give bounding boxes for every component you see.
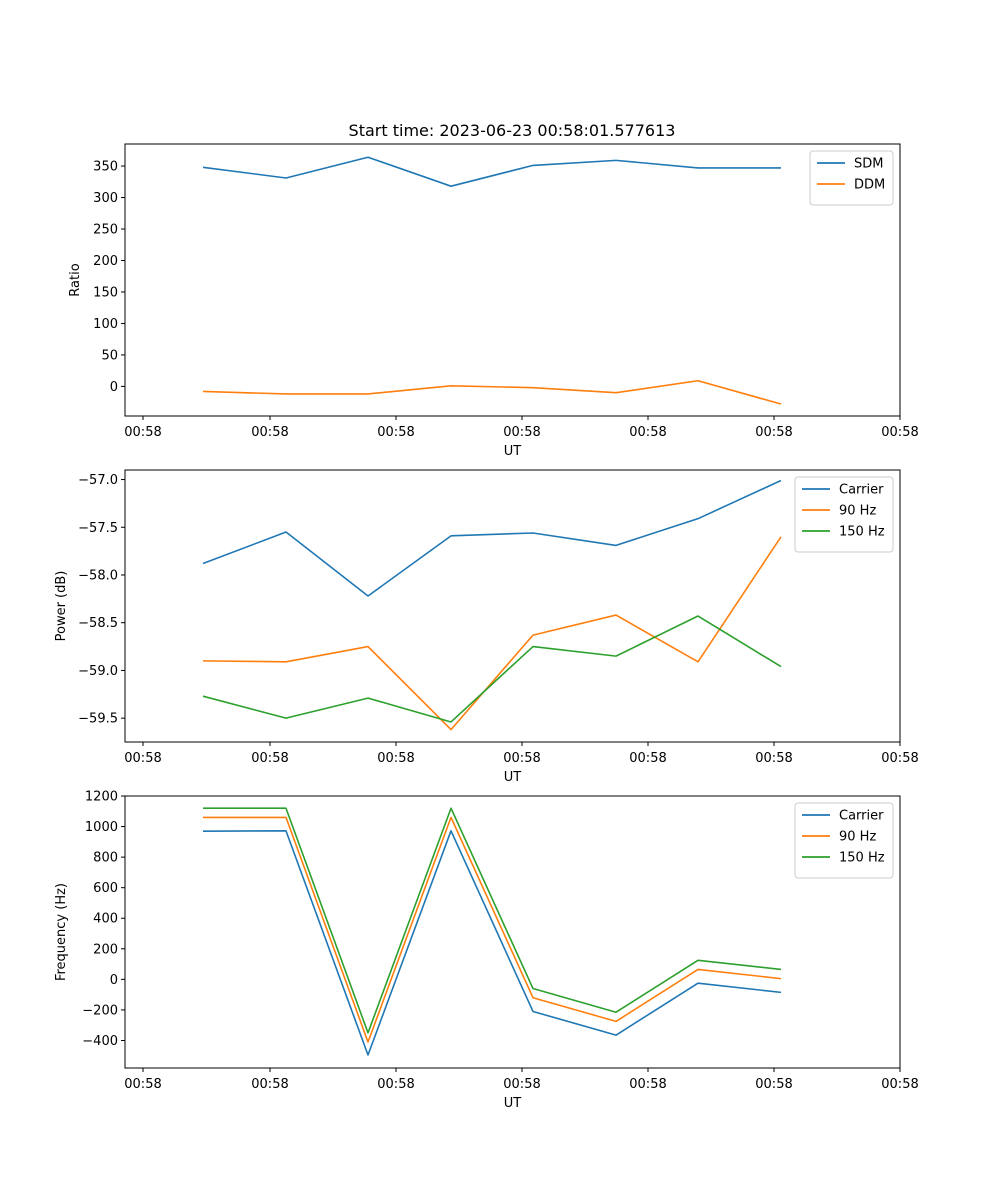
x-tick-label: 00:58 bbox=[251, 1077, 288, 1092]
series-line-150-hz bbox=[202, 615, 782, 723]
series-line-ddm bbox=[202, 379, 782, 405]
y-axis-label: Ratio bbox=[68, 263, 83, 296]
legend-label: 150 Hz bbox=[839, 525, 885, 540]
x-tick-label: 00:58 bbox=[503, 751, 540, 766]
legend: Carrier 90 Hz 150 Hz bbox=[794, 476, 894, 553]
axes-frame bbox=[124, 795, 901, 1069]
x-tick-label: 00:58 bbox=[124, 751, 161, 766]
x-axis-label: UT bbox=[504, 770, 522, 785]
x-tick-label: 00:58 bbox=[629, 751, 666, 766]
x-axis-label: UT bbox=[504, 444, 522, 459]
subplot-3: −400 −200 0 200 400 600 800 1000 1200 00:58 00:58 0… bbox=[54, 790, 919, 1112]
y-tick-label: 0 bbox=[110, 973, 118, 988]
subplots: 0 50 100 150 200 250 300 350 00:58 00:58 00:58 00:5… bbox=[54, 143, 919, 1112]
y-tick-label: −57.0 bbox=[78, 473, 118, 488]
figure-title: Start time: 2023-06-23 00:58:01.577613 bbox=[349, 121, 676, 140]
x-tick-label: 00:58 bbox=[755, 1077, 792, 1092]
y-tick-label: 100 bbox=[93, 317, 118, 332]
y-tick-label: −59.5 bbox=[78, 712, 118, 727]
y-tick-label: −57.5 bbox=[78, 521, 118, 536]
y-tick-label: 200 bbox=[93, 942, 118, 957]
x-tick-label: 00:58 bbox=[377, 1077, 414, 1092]
y-tick-label: −58.0 bbox=[78, 568, 118, 583]
axes-frame bbox=[124, 143, 901, 417]
legend-box bbox=[794, 802, 894, 879]
x-axis-label: UT bbox=[504, 1096, 522, 1111]
series-line-carrier bbox=[202, 830, 782, 1056]
y-tick-label: −400 bbox=[82, 1034, 118, 1049]
y-tick-label: 400 bbox=[93, 912, 118, 927]
series-line-90-hz bbox=[203, 816, 782, 1043]
y-tick-label: 1000 bbox=[85, 820, 118, 835]
subplot-2: −59.5 −59.0 −58.5 −58.0 −57.5 −57.0 00:58 00:58… bbox=[54, 469, 919, 785]
legend-label: 90 Hz bbox=[839, 504, 876, 519]
series-line-sdm bbox=[202, 156, 781, 187]
x-tick-label: 00:58 bbox=[377, 425, 414, 440]
y-tick-label: 1200 bbox=[85, 790, 118, 805]
x-tick-label: 00:58 bbox=[503, 425, 540, 440]
axes-frame bbox=[124, 469, 901, 743]
x-tick-label: 00:58 bbox=[629, 425, 666, 440]
x-tick-label: 00:58 bbox=[881, 1077, 918, 1092]
series-line-90-hz bbox=[202, 536, 782, 731]
y-tick-label: −200 bbox=[82, 1003, 118, 1018]
legend-label: Carrier bbox=[839, 483, 884, 498]
y-axis-label: Power (dB) bbox=[54, 571, 69, 642]
y-axis-label: Frequency (Hz) bbox=[54, 883, 69, 981]
subplot-1: 0 50 100 150 200 250 300 350 00:58 00:58 00:58 00:5… bbox=[68, 143, 919, 459]
x-tick-label: 00:58 bbox=[377, 751, 414, 766]
x-tick-label: 00:58 bbox=[503, 1077, 540, 1092]
x-tick-label: 00:58 bbox=[755, 751, 792, 766]
legend-label: 90 Hz bbox=[839, 830, 876, 845]
y-tick-label: 600 bbox=[93, 881, 118, 896]
y-tick-label: 150 bbox=[93, 285, 118, 300]
legend-box bbox=[809, 150, 894, 206]
y-tick-label: 0 bbox=[110, 380, 118, 395]
y-tick-label: 50 bbox=[101, 348, 118, 363]
series-line-carrier bbox=[202, 479, 782, 597]
y-tick-label: 200 bbox=[93, 254, 118, 269]
series-line-150-hz bbox=[203, 807, 782, 1034]
x-tick-label: 00:58 bbox=[629, 1077, 666, 1092]
legend-label: DDM bbox=[854, 178, 885, 193]
legend-label: 150 Hz bbox=[839, 851, 885, 866]
legend-box bbox=[794, 476, 894, 553]
x-tick-label: 00:58 bbox=[881, 425, 918, 440]
x-tick-label: 00:58 bbox=[251, 425, 288, 440]
y-tick-label: 800 bbox=[93, 851, 118, 866]
legend: SDM DDM bbox=[809, 150, 894, 206]
x-tick-label: 00:58 bbox=[881, 751, 918, 766]
x-tick-label: 00:58 bbox=[251, 751, 288, 766]
legend-label: SDM bbox=[854, 157, 883, 172]
x-tick-label: 00:58 bbox=[124, 425, 161, 440]
y-tick-label: −58.5 bbox=[78, 616, 118, 631]
x-tick-label: 00:58 bbox=[124, 1077, 161, 1092]
y-tick-label: −59.0 bbox=[78, 664, 118, 679]
legend-label: Carrier bbox=[839, 809, 884, 824]
y-tick-label: 300 bbox=[93, 191, 118, 206]
y-tick-label: 350 bbox=[93, 160, 118, 175]
x-tick-label: 00:58 bbox=[755, 425, 792, 440]
legend: Carrier 90 Hz 150 Hz bbox=[794, 802, 894, 879]
y-tick-label: 250 bbox=[93, 223, 118, 238]
